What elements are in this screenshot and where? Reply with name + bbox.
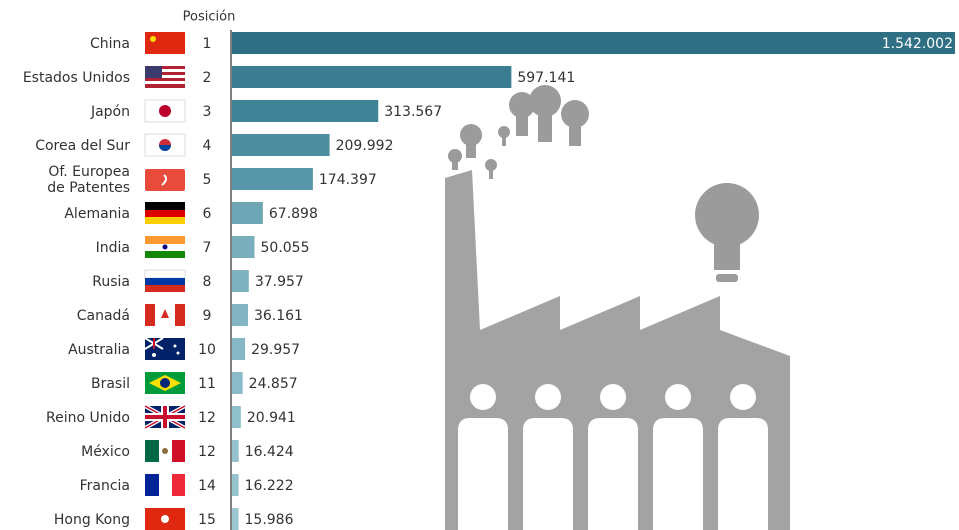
category-label: China — [90, 36, 130, 52]
bar — [232, 372, 243, 394]
factory-illustration — [445, 85, 790, 530]
category-label: Francia — [80, 478, 130, 494]
value-label: 36.161 — [254, 308, 303, 324]
value-label: 16.424 — [245, 444, 294, 460]
flags — [145, 32, 185, 530]
value-label: 597.141 — [517, 70, 575, 86]
value-label: 313.567 — [384, 104, 442, 120]
category-label: Japón — [90, 104, 130, 120]
category-label: India — [96, 240, 130, 256]
bar — [232, 270, 249, 292]
bar — [232, 406, 241, 428]
value-label: 209.992 — [336, 138, 394, 154]
category-label: Reino Unido — [46, 410, 130, 426]
category-label: Hong Kong — [54, 512, 130, 528]
rank-label: 1 — [203, 36, 212, 52]
value-label: 15.986 — [245, 512, 294, 528]
bar — [232, 440, 239, 462]
chart: Posición China 1 1.542.002 Estados Unidos 2 5… — [0, 0, 959, 530]
rank-label: 15 — [198, 512, 216, 528]
rank-label: 11 — [198, 376, 216, 392]
bar — [232, 236, 255, 258]
bar — [232, 304, 248, 326]
rank-label: 5 — [203, 172, 212, 188]
bar — [232, 32, 955, 54]
rank-label: 12 — [198, 410, 216, 426]
category-label: Alemania — [64, 206, 130, 222]
rank-label: 14 — [198, 478, 216, 494]
value-label: 16.222 — [245, 478, 294, 494]
bar — [232, 168, 313, 190]
rank-label: 8 — [203, 274, 212, 290]
bar — [232, 66, 511, 88]
rank-label: 7 — [203, 240, 212, 256]
value-label: 20.941 — [247, 410, 296, 426]
category-label: México — [81, 444, 130, 460]
bar — [232, 508, 239, 530]
rank-label: 4 — [203, 138, 212, 154]
rank-label: 9 — [203, 308, 212, 324]
rank-label: 2 — [203, 70, 212, 86]
value-label: 50.055 — [261, 240, 310, 256]
bar — [232, 134, 330, 156]
value-label: 67.898 — [269, 206, 318, 222]
category-label: Canadá — [77, 308, 130, 324]
value-label: 1.542.002 — [882, 36, 953, 52]
value-label: 174.397 — [319, 172, 377, 188]
value-label: 37.957 — [255, 274, 304, 290]
bar — [232, 338, 245, 360]
rank-label: 3 — [203, 104, 212, 120]
bar — [232, 202, 263, 224]
rank-header: Posición — [183, 10, 236, 25]
category-label: Australia — [68, 342, 130, 358]
bar — [232, 474, 239, 496]
category-label: Corea del Sur — [35, 138, 130, 154]
rank-label: 12 — [198, 444, 216, 460]
value-label: 29.957 — [251, 342, 300, 358]
category-label: Brasil — [91, 376, 130, 392]
category-label: Rusia — [92, 274, 130, 290]
rank-label: 10 — [198, 342, 216, 358]
bar — [232, 100, 378, 122]
rank-label: 6 — [203, 206, 212, 222]
value-label: 24.857 — [249, 376, 298, 392]
category-label: Estados Unidos — [23, 70, 130, 86]
